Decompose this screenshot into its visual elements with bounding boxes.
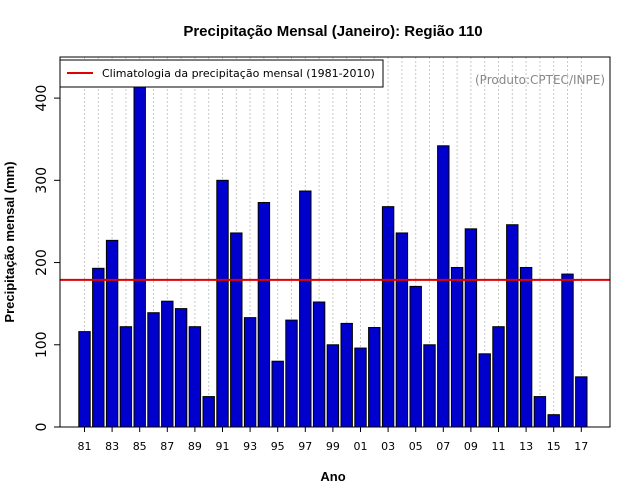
x-axis-title: Ano [320, 469, 345, 484]
y-axis-title: Precipitação mensal (mm) [2, 161, 17, 322]
bar-00 [340, 322, 353, 428]
x-axis: 81 83 85 87 89 91 93 95 97 99 01 03 05 07 09 11 13 15 17 [78, 427, 588, 453]
bar-83 [105, 239, 119, 428]
bar-88 [174, 308, 188, 428]
x-tick-label: 99 [326, 440, 340, 453]
y-tick-label: 100 [34, 331, 50, 358]
bar-05 [409, 285, 422, 428]
bar-08 [450, 266, 464, 428]
x-tick-label: 95 [271, 440, 285, 453]
x-tick-label: 91 [216, 440, 230, 453]
bar-07 [437, 145, 450, 428]
x-tick-label: 09 [464, 440, 478, 453]
bar-87 [161, 300, 174, 428]
bar-98 [312, 301, 326, 428]
bar-14 [533, 396, 547, 428]
bar-97 [299, 190, 312, 428]
bar-93 [243, 317, 257, 428]
bar-81 [78, 331, 91, 428]
x-tick-label: 03 [381, 440, 395, 453]
bars [78, 72, 588, 428]
bar-03 [381, 206, 395, 428]
bar-13 [519, 266, 533, 428]
y-tick-label: 200 [34, 249, 50, 276]
x-tick-label: 01 [354, 440, 368, 453]
bar-94 [257, 202, 271, 428]
x-tick-label: 85 [133, 440, 147, 453]
bar-89 [188, 326, 202, 428]
x-tick-label: 93 [243, 440, 257, 453]
x-tick-label: 07 [436, 440, 450, 453]
x-tick-label: 11 [492, 440, 506, 453]
bar-95 [271, 360, 284, 428]
bar-04 [395, 232, 409, 428]
bar-11 [492, 326, 505, 428]
bar-84 [119, 326, 133, 428]
x-tick-label: 13 [519, 440, 533, 453]
y-tick-label: 400 [34, 85, 50, 112]
plot-frame [59, 56, 611, 428]
y-tick-label: 0 [34, 423, 50, 432]
bar-01 [354, 347, 367, 428]
bar-10 [478, 353, 491, 428]
bar-99 [326, 344, 340, 428]
bar-17 [575, 376, 588, 428]
x-tick-label: 05 [409, 440, 423, 453]
legend-box [59, 59, 384, 88]
x-tick-label: 87 [160, 440, 174, 453]
x-tick-label: 89 [188, 440, 202, 453]
y-axis: 0 100 200 300 400 [34, 85, 60, 432]
bar-16 [561, 273, 574, 428]
bar-96 [285, 319, 298, 428]
y-tick-label: 300 [34, 167, 50, 194]
bar-12 [506, 224, 519, 428]
legend-label: Climatologia da precipitação mensal (198… [102, 67, 375, 80]
x-tick-label: 97 [298, 440, 312, 453]
x-tick-label: 81 [78, 440, 92, 453]
bar-85 [133, 72, 146, 428]
bar-15 [547, 414, 560, 428]
legend: Climatologia da precipitação mensal (198… [59, 59, 384, 88]
chart-title: Precipitação Mensal (Janeiro): Região 11… [183, 23, 482, 40]
source-note: (Produto:CPTEC/INPE) [475, 73, 605, 87]
x-tick-label: 17 [574, 440, 588, 453]
x-tick-label: 15 [547, 440, 561, 453]
bar-09 [464, 228, 478, 428]
bar-90 [202, 396, 215, 428]
bar-82 [92, 267, 105, 428]
bar-86 [147, 312, 160, 428]
bar-02 [368, 327, 381, 428]
bar-06 [423, 344, 436, 428]
x-tick-label: 83 [105, 440, 119, 453]
bar-91 [216, 179, 229, 428]
bar-92 [230, 232, 243, 428]
